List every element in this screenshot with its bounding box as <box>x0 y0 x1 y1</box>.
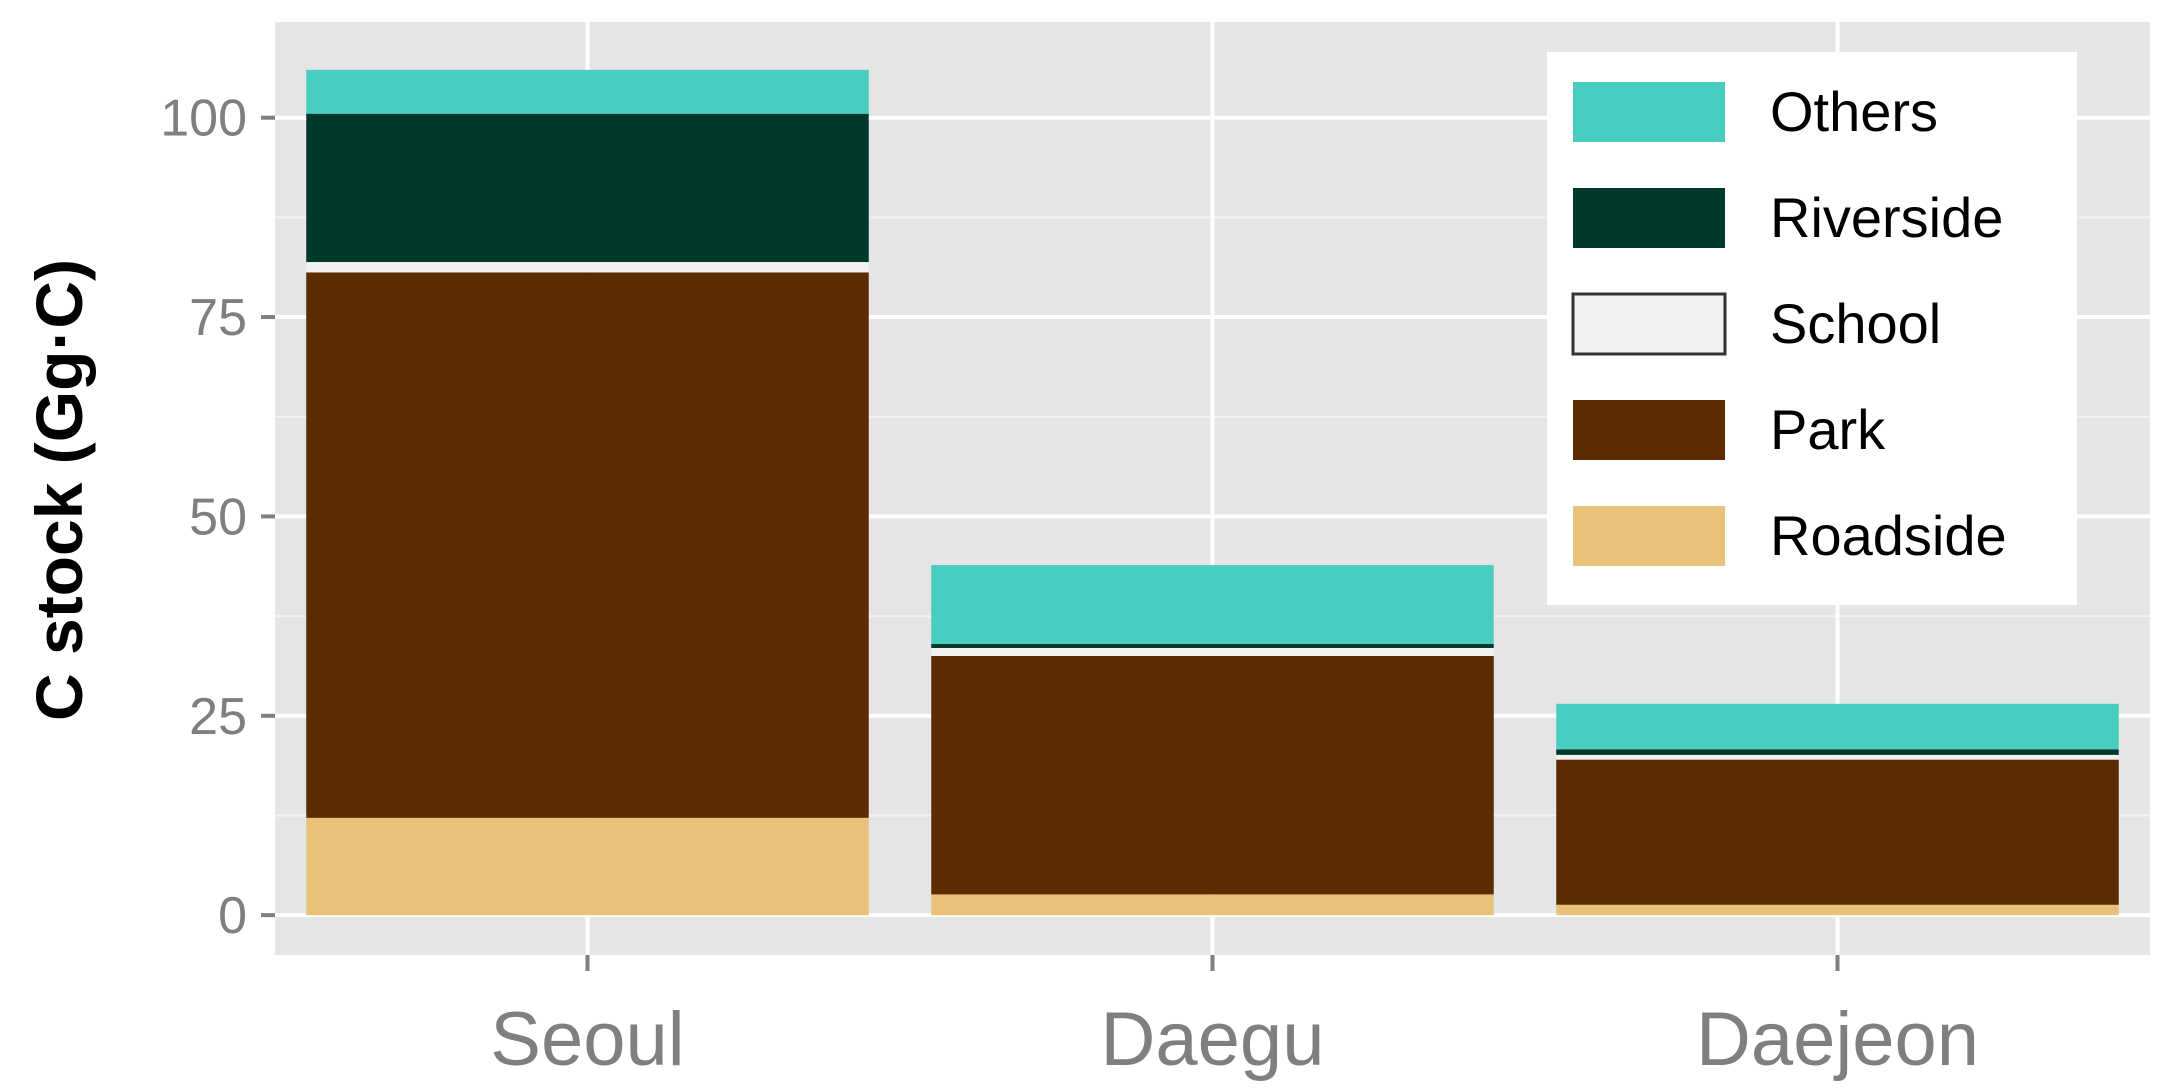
legend-label-riverside: Riverside <box>1770 186 2003 249</box>
y-tick-label: 100 <box>160 90 247 148</box>
legend-label-roadside: Roadside <box>1770 504 2007 567</box>
bar-segment-park-daejeon <box>1556 759 2119 905</box>
y-tick-label: 25 <box>189 688 247 746</box>
bar-segment-roadside-daejeon <box>1556 904 2119 916</box>
legend-label-park: Park <box>1770 398 1886 461</box>
bar-segment-roadside-seoul <box>306 817 869 916</box>
y-tick-label: 50 <box>189 488 247 546</box>
legend-swatch-riverside <box>1573 188 1725 248</box>
legend-swatch-school <box>1571 292 1727 356</box>
bar-segment-others-seoul <box>306 69 869 114</box>
y-tick-label: 75 <box>189 289 247 347</box>
x-tick-label-seoul: Seoul <box>490 997 684 1082</box>
x-axis: Seoul Daegu Daejeon <box>490 955 1979 1082</box>
bar-segment-school-daejeon <box>1556 754 2119 760</box>
legend-label-school: School <box>1770 292 1941 355</box>
bar-segment-riverside-daejeon <box>1556 749 2119 755</box>
x-tick-label-daejeon: Daejeon <box>1696 997 1979 1082</box>
legend-swatch-roadside <box>1573 506 1725 566</box>
bar-segment-roadside-daegu <box>931 894 1494 916</box>
y-tick-label: 0 <box>218 887 247 945</box>
y-axis-title: C stock (Gg·C) <box>22 259 96 721</box>
bars <box>306 69 2119 916</box>
legend-swatch-park <box>1573 400 1725 460</box>
legend-label-others: Others <box>1770 80 1938 143</box>
bar-segment-riverside-seoul <box>306 113 869 263</box>
y-axis: 0 25 50 75 100 <box>160 90 275 945</box>
legend-swatch-others <box>1573 82 1725 142</box>
bar-segment-park-daegu <box>931 655 1494 895</box>
bar-segment-school-seoul <box>306 262 869 273</box>
bar-segment-park-seoul <box>306 272 869 818</box>
bar-segment-others-daegu <box>931 565 1494 644</box>
bar-segment-others-daejeon <box>1556 703 2119 750</box>
x-tick-label-daegu: Daegu <box>1101 997 1325 1082</box>
legend: Others Riverside School Park Roadside <box>1547 52 2077 605</box>
bar-segment-riverside-daegu <box>931 644 1494 648</box>
bar-segment-school-daegu <box>931 647 1494 656</box>
